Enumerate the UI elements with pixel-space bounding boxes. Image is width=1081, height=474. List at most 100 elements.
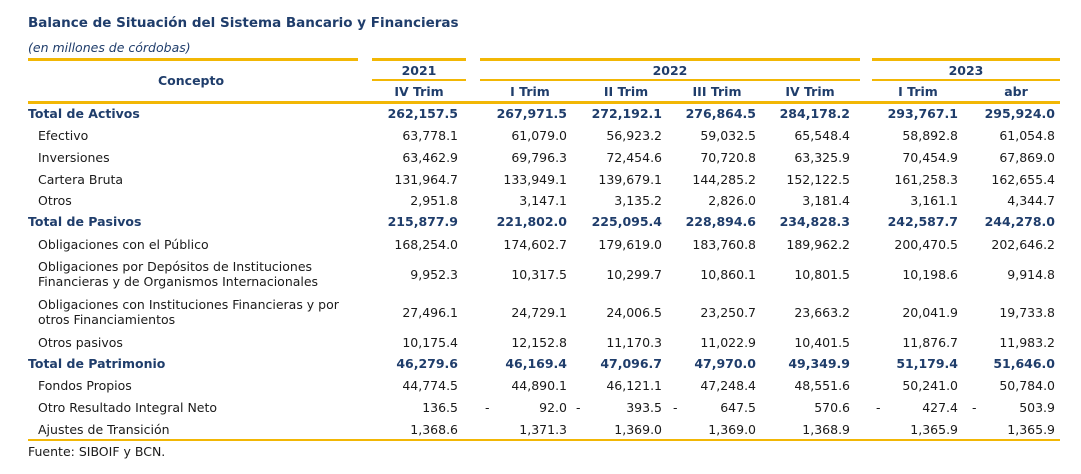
table-title: Balance de Situación del Sistema Bancari… <box>28 15 459 31</box>
table-row: Obligaciones con el Público 168,254.0 174,… <box>28 237 1058 255</box>
table-cell: 225,095.4 <box>591 214 662 229</box>
row-label: Total de Pasivos <box>28 214 141 229</box>
table-cell: 1,371.3 <box>519 422 567 437</box>
table-cell: 295,924.0 <box>984 106 1055 121</box>
table-cell: 267,971.5 <box>496 106 567 121</box>
table-cell: 48,551.6 <box>794 378 850 393</box>
table-row: Obligaciones por Depósitos de Institucio… <box>28 259 1058 291</box>
row-label-line: Otros <box>38 193 72 208</box>
table-cell: 1,369.0 <box>614 422 662 437</box>
header-year-2023: 2023 <box>948 63 984 78</box>
table-cell: 11,983.2 <box>999 335 1055 350</box>
table-cell: 242,587.7 <box>887 214 958 229</box>
table-cell: 200,470.5 <box>894 237 958 252</box>
rule-top-2023 <box>872 58 1060 61</box>
table-cell: 2,826.0 <box>708 193 756 208</box>
table-cell: 136.5 <box>422 400 458 415</box>
row-label-line: Financieras y de Organismos Internaciona… <box>38 274 319 289</box>
row-label-line: Efectivo <box>38 128 89 143</box>
header-period: IV Trim <box>394 84 444 99</box>
table-cell: 183,760.8 <box>692 237 756 252</box>
table-cell: 19,733.8 <box>999 305 1055 320</box>
table-cell: 11,022.9 <box>700 335 756 350</box>
table-cell: 1,368.6 <box>410 422 458 437</box>
table-cell: 647.5 <box>720 400 756 415</box>
table-cell: 10,198.6 <box>902 267 958 282</box>
table-cell: 189,962.2 <box>786 237 850 252</box>
table-cell: 61,054.8 <box>999 128 1055 143</box>
rule-top-concept <box>28 58 358 61</box>
table-cell: 72,454.6 <box>606 150 662 165</box>
table-cell: 10,401.5 <box>794 335 850 350</box>
table-cell: 44,774.5 <box>402 378 458 393</box>
table-cell: 67,869.0 <box>999 150 1055 165</box>
table-cell: 215,877.9 <box>387 214 458 229</box>
row-label-line: Otros pasivos <box>38 335 123 350</box>
row-label: Total de Patrimonio <box>28 356 165 371</box>
row-label: Inversiones <box>38 150 110 165</box>
table-cell: 20,041.9 <box>902 305 958 320</box>
table-cell: 70,720.8 <box>700 150 756 165</box>
table-cell: 139,679.1 <box>598 172 662 187</box>
row-label-line: Obligaciones por Depósitos de Institucio… <box>38 259 313 274</box>
rule-year-2022 <box>480 79 860 81</box>
table-row-total: Total de Activos 262,157.5 267,971.5 272,19… <box>28 106 1058 124</box>
negative-sign: - <box>972 400 977 415</box>
table-cell: 202,646.2 <box>991 237 1055 252</box>
table-row: Cartera Bruta 131,964.7 133,949.1 139,679.1… <box>28 172 1058 190</box>
table-cell: 161,258.3 <box>894 172 958 187</box>
table-cell: 1,369.0 <box>708 422 756 437</box>
table-cell: 56,923.2 <box>606 128 662 143</box>
table-cell: 131,964.7 <box>394 172 458 187</box>
row-label: Fondos Propios <box>38 378 132 393</box>
table-cell: 23,250.7 <box>700 305 756 320</box>
table-cell: 10,801.5 <box>794 267 850 282</box>
table-cell: 1,365.9 <box>1007 422 1055 437</box>
table-cell: 9,914.8 <box>1007 267 1055 282</box>
table-cell: 262,157.5 <box>387 106 458 121</box>
rule-table-bottom <box>28 439 1060 441</box>
table-row: Obligaciones con Instituciones Financier… <box>28 297 1058 329</box>
header-period: I Trim <box>898 84 938 99</box>
source-note: Fuente: SIBOIF y BCN. <box>28 444 166 459</box>
row-label: Otros <box>38 193 72 208</box>
table-cell: 2,951.8 <box>410 193 458 208</box>
table-row: Otros 2,951.8 3,147.1 3,135.2 2,826.0 3,181.4… <box>28 193 1058 211</box>
table-cell: 10,317.5 <box>511 267 567 282</box>
header-period: I Trim <box>510 84 550 99</box>
table-cell: 168,254.0 <box>394 237 458 252</box>
table-cell: 24,729.1 <box>511 305 567 320</box>
table-cell: 1,368.9 <box>802 422 850 437</box>
negative-sign: - <box>673 400 678 415</box>
row-label: Otro Resultado Integral Neto <box>38 400 217 415</box>
row-label-line: Obligaciones con Instituciones Financier… <box>38 297 339 312</box>
table-cell: 49,349.9 <box>788 356 850 371</box>
row-label-line: Total de Patrimonio <box>28 356 166 371</box>
table-cell: 10,175.4 <box>402 335 458 350</box>
table-cell: 427.4 <box>922 400 958 415</box>
table-cell: 3,161.1 <box>910 193 958 208</box>
row-label-line: Cartera Bruta <box>38 172 124 187</box>
table-cell: 70,454.9 <box>902 150 958 165</box>
row-label-line: otros Financiamientos <box>38 312 176 327</box>
rule-top-2022 <box>480 58 860 61</box>
table-cell: 3,181.4 <box>802 193 850 208</box>
header-period: abr <box>1004 84 1028 99</box>
row-label-line: Total de Activos <box>28 106 140 121</box>
table-cell: 244,278.0 <box>984 214 1055 229</box>
table-cell: 503.9 <box>1019 400 1055 415</box>
header-year-2021: 2021 <box>401 63 437 78</box>
table-row-total: Total de Pasivos 215,877.9 221,802.0 225,09… <box>28 214 1058 232</box>
table-row-total: Total de Patrimonio 46,279.6 46,169.4 47,09… <box>28 356 1058 374</box>
table-cell: 9,952.3 <box>410 267 458 282</box>
table-row: Ajustes de Transición 1,368.6 1,371.3 1,369… <box>28 422 1058 440</box>
header-period: IV Trim <box>785 84 835 99</box>
table-cell: 570.6 <box>814 400 850 415</box>
rule-year-2023 <box>872 79 1060 81</box>
table-cell: 144,285.2 <box>692 172 756 187</box>
table-cell: 59,032.5 <box>700 128 756 143</box>
table-cell: 12,152.8 <box>511 335 567 350</box>
table-cell: 27,496.1 <box>402 305 458 320</box>
row-label-line: Total de Pasivos <box>28 214 142 229</box>
table-cell: 228,894.6 <box>685 214 756 229</box>
